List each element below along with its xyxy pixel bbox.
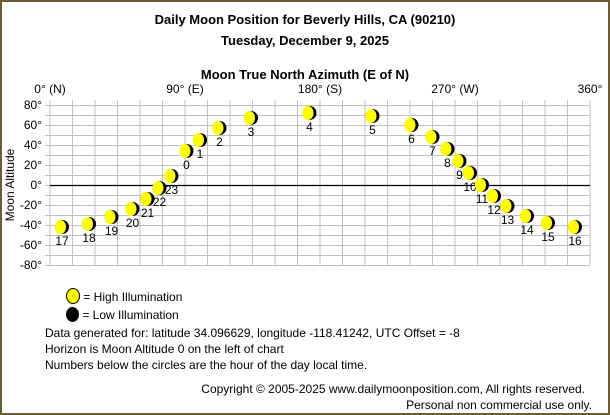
- hour-label: 14: [520, 223, 534, 237]
- hour-label: 20: [126, 216, 140, 230]
- y-tick-label: 80°: [24, 98, 42, 112]
- legend-low-label: = Low Illumination: [82, 308, 179, 322]
- x-tick-label: 0° (N): [34, 82, 65, 96]
- moon-marker-lit: [302, 106, 314, 120]
- moon-marker-lit: [541, 216, 552, 230]
- y-tick-label: -40°: [20, 218, 42, 232]
- moon-marker-lit: [104, 210, 116, 224]
- moon-marker-lit: [440, 142, 452, 156]
- hour-label: 22: [153, 195, 167, 209]
- moon-marker-lit: [82, 217, 93, 231]
- moon-marker-lit: [475, 178, 486, 192]
- hour-label: 17: [55, 234, 69, 248]
- legend-high: = High Illumination: [66, 288, 182, 304]
- hour-label: 21: [141, 206, 155, 220]
- moon-marker-lit: [365, 109, 377, 123]
- x-tick-label: 270° (W): [431, 82, 478, 96]
- moon-marker-lit: [55, 220, 66, 234]
- hour-label: 12: [487, 203, 501, 217]
- hour-label: 23: [165, 183, 179, 197]
- hour-label: 19: [105, 224, 119, 238]
- x-axis-title: Moon True North Azimuth (E of N): [200, 67, 410, 82]
- moon-marker-lit: [404, 118, 416, 132]
- hour-label: 8: [444, 156, 451, 170]
- moon-marker-lit: [520, 209, 531, 223]
- hour-label: 3: [248, 125, 255, 139]
- chart-title: Daily Moon Position for Beverly Hills, C…: [154, 12, 456, 27]
- hour-label: 15: [541, 230, 555, 244]
- y-tick-label: 40°: [24, 138, 42, 152]
- hour-label: 7: [429, 144, 436, 158]
- hour-label: 4: [306, 120, 313, 134]
- moon-marker-lit: [487, 189, 498, 203]
- hour-label: 18: [82, 231, 96, 245]
- x-tick-label: 360°: [578, 82, 603, 96]
- moon-marker-lit: [212, 121, 224, 135]
- note-horizon: Horizon is Moon Altitude 0 on the left o…: [45, 342, 284, 356]
- legend-low: = Low Illumination: [66, 307, 179, 322]
- high-illumination-icon: [66, 288, 80, 304]
- moon-marker-lit: [179, 144, 191, 158]
- y-tick-label: 0°: [31, 178, 43, 192]
- copyright: Copyright © 2005-2025 www.dailymoonposit…: [201, 382, 585, 396]
- legend-high-label: = High Illumination: [83, 290, 183, 304]
- usage-note: Personal non commercial use only.: [406, 398, 592, 412]
- y-tick-label: -60°: [20, 238, 42, 252]
- x-tick-label: 180° (S): [298, 82, 342, 96]
- hour-label: 11: [476, 192, 489, 206]
- hour-label: 10: [463, 180, 477, 194]
- hour-label: 2: [216, 135, 223, 149]
- y-axis-title: Moon Altitude: [3, 148, 17, 221]
- moon-marker-lit: [425, 130, 437, 144]
- hour-label: 6: [408, 132, 415, 146]
- low-illumination-icon: [66, 307, 79, 322]
- moon-marker-lit: [500, 199, 512, 213]
- moon-marker-lit: [152, 181, 164, 195]
- moon-marker-lit: [140, 192, 152, 206]
- y-tick-label: 60°: [24, 118, 42, 132]
- note-location: Data generated for: latitude 34.096629, …: [45, 326, 460, 340]
- hour-label: 9: [456, 168, 463, 182]
- hour-label: 13: [501, 213, 515, 227]
- moon-marker-lit: [164, 169, 176, 183]
- x-tick-label: 90° (E): [166, 82, 203, 96]
- hour-label: 1: [197, 147, 204, 161]
- moon-marker-lit: [125, 202, 137, 216]
- y-tick-label: -20°: [20, 198, 42, 212]
- moon-marker-lit: [244, 111, 255, 125]
- hour-label: 16: [568, 234, 582, 248]
- hour-label: 0: [183, 158, 190, 172]
- moon-marker-lit: [193, 133, 204, 147]
- chart-subtitle: Tuesday, December 9, 2025: [221, 33, 389, 48]
- note-hours: Numbers below the circles are the hour o…: [45, 358, 368, 372]
- moon-marker-lit: [568, 220, 579, 234]
- y-tick-label: -80°: [20, 258, 42, 272]
- hour-label: 5: [369, 123, 376, 137]
- y-tick-label: 20°: [24, 158, 42, 172]
- moon-marker-lit: [452, 154, 464, 168]
- moon-marker-lit: [463, 166, 474, 180]
